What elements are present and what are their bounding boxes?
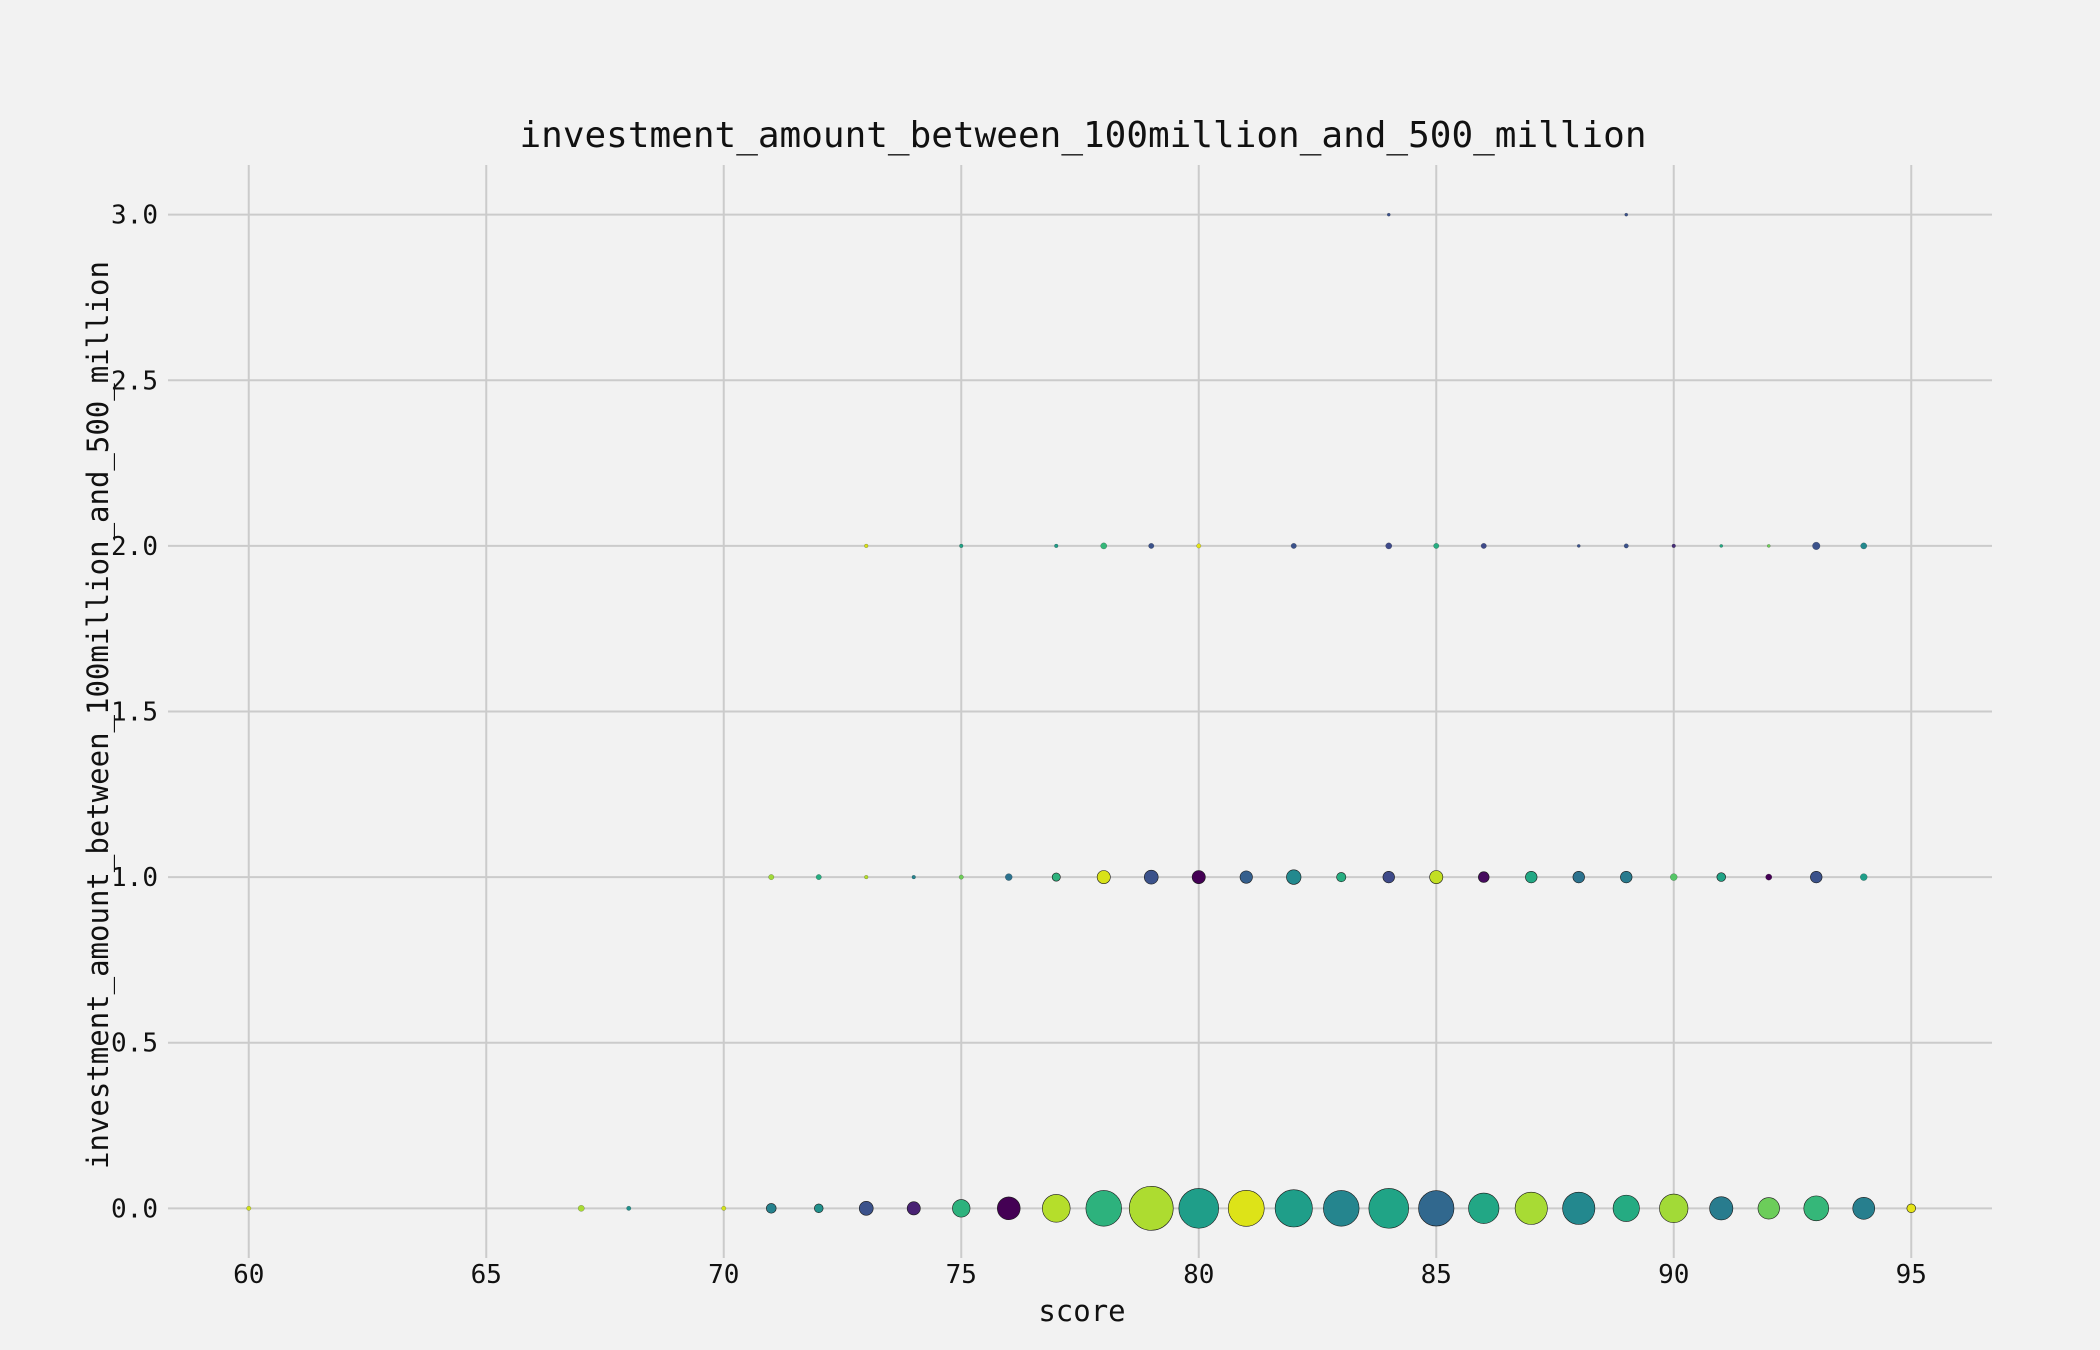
scatter-point — [1085, 1190, 1122, 1227]
y-tick-label: 0.5 — [111, 1029, 158, 1059]
scatter-point — [1671, 543, 1676, 548]
y-tick-label: 1.0 — [111, 863, 158, 893]
scatter-point — [1096, 870, 1111, 885]
x-tick-label: 75 — [946, 1260, 977, 1290]
scatter-point — [1196, 543, 1202, 549]
scatter-point — [1227, 1190, 1265, 1227]
scatter-point — [1670, 873, 1678, 881]
scatter-point — [1757, 1197, 1780, 1220]
scatter-point — [1178, 1188, 1219, 1229]
scatter-point — [1148, 543, 1155, 549]
y-axis-ticks: 0.0 0.5 1.0 1.5 2.0 2.5 3.0 — [111, 201, 158, 1225]
y-tick-label: 2.5 — [111, 366, 158, 396]
scatter-point — [1860, 873, 1868, 881]
scatter-point — [906, 1201, 921, 1216]
scatter-point — [1051, 872, 1061, 882]
x-tick-label: 65 — [471, 1260, 502, 1290]
scatter-point — [1478, 871, 1490, 883]
x-tick-label: 85 — [1421, 1260, 1452, 1290]
scatter-point — [858, 1201, 874, 1216]
scatter-point — [1719, 544, 1723, 548]
scatter-point — [958, 874, 964, 880]
scatter-point — [1382, 870, 1395, 884]
scatter-point — [1623, 543, 1629, 549]
scatter-point — [1612, 1194, 1640, 1222]
scatter-point — [578, 1205, 585, 1212]
scatter-point — [1054, 543, 1059, 548]
scatter-point — [1572, 870, 1585, 884]
scatter-point — [1336, 872, 1347, 883]
scatter-point — [1803, 1195, 1830, 1222]
scatter-point — [1418, 1190, 1455, 1227]
scatter-point — [1480, 543, 1487, 549]
scatter-point — [1429, 870, 1444, 885]
y-tick-label: 3.0 — [111, 201, 158, 231]
scatter-point — [1860, 542, 1867, 550]
scatter-point — [815, 874, 822, 880]
scatter-point — [1906, 1203, 1916, 1214]
scatter-point — [1852, 1197, 1876, 1220]
scatter-point — [1387, 213, 1391, 217]
y-tick-label: 0.0 — [111, 1194, 158, 1224]
scatter-point — [1286, 869, 1302, 885]
scatter-point — [1765, 873, 1772, 881]
scatter-point — [1274, 1189, 1313, 1228]
scatter-point — [1143, 869, 1159, 885]
x-tick-label: 60 — [233, 1260, 264, 1290]
scatter-point — [1323, 1190, 1360, 1227]
y-axis-label: investment_amount_between_100million_and… — [81, 261, 116, 1169]
x-axis-ticks: 60 65 70 75 80 85 90 95 — [233, 1260, 1927, 1290]
scatter-point — [1620, 870, 1633, 884]
scatter-point — [1525, 870, 1538, 884]
scatter-point — [1290, 543, 1297, 549]
scatter-point — [1812, 541, 1821, 550]
scatter-point — [959, 543, 964, 548]
scatter-point — [1562, 1191, 1596, 1225]
scatter-point — [1385, 542, 1392, 550]
scatter-point — [952, 1199, 971, 1218]
scatter-point — [1191, 870, 1206, 885]
scatter-point — [768, 874, 775, 880]
scatter-point — [1042, 1194, 1071, 1223]
scatter-point — [1100, 542, 1107, 550]
scatter-point — [1468, 1192, 1500, 1224]
x-tick-label: 80 — [1183, 1260, 1214, 1290]
scatter-point — [1577, 544, 1581, 548]
x-tick-label: 70 — [708, 1260, 739, 1290]
x-tick-label: 95 — [1896, 1260, 1927, 1290]
y-tick-label: 2.0 — [111, 532, 158, 562]
chart-title: investment_amount_between_100million_and… — [519, 115, 1646, 156]
scatter-point — [1514, 1191, 1548, 1225]
scatter-point — [1433, 543, 1440, 549]
scatter-point — [997, 1196, 1021, 1221]
scatter-point — [1128, 1186, 1174, 1231]
scatter-point — [1239, 870, 1253, 884]
scatter-point — [766, 1203, 777, 1214]
scatter-point — [1659, 1193, 1689, 1223]
data-points — [246, 213, 1916, 1231]
scatter-point — [814, 1203, 824, 1214]
grid-lines — [168, 165, 1992, 1258]
scatter-point — [911, 875, 916, 880]
scatter-point — [1716, 872, 1726, 882]
scatter-point — [1767, 544, 1771, 548]
scatter-point — [721, 1206, 727, 1211]
x-tick-label: 90 — [1658, 1260, 1689, 1290]
scatter-point — [246, 1206, 252, 1211]
scatter-point — [1005, 873, 1013, 881]
x-axis-label: score — [1038, 1294, 1125, 1328]
scatter-point — [1368, 1188, 1409, 1229]
scatter-point — [626, 1206, 632, 1211]
scatter-point — [864, 875, 869, 880]
scatter-point — [1624, 213, 1628, 217]
scatter-point — [1709, 1196, 1734, 1221]
y-tick-label: 1.5 — [111, 698, 158, 728]
scatter-point — [864, 543, 869, 548]
scatter-point — [1810, 870, 1823, 884]
